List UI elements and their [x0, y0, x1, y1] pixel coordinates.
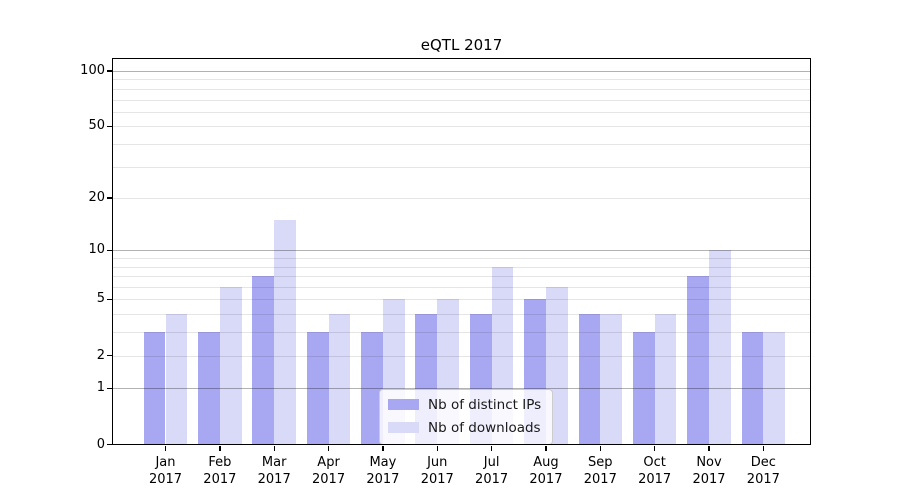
bar-downloads-dec: [763, 332, 786, 445]
x-tick-mark: [219, 446, 221, 451]
major-gridline: [113, 250, 810, 252]
minor-gridline: [113, 332, 810, 334]
y-tick-mark: [106, 249, 112, 252]
chart-title: eQTL 2017: [420, 36, 503, 54]
y-tick-label: 20: [88, 190, 105, 206]
legend-swatch-distinct-ips: [388, 399, 419, 410]
x-tick-label: Jan 2017: [148, 454, 183, 488]
bar-downloads-mar: [274, 220, 296, 445]
x-tick-mark: [490, 446, 493, 451]
bar-distinct-ips-jan: [143, 332, 166, 445]
bar-distinct-ips-dec: [741, 332, 764, 445]
bar-distinct-ips-oct: [632, 332, 655, 445]
bar-distinct-ips-nov: [687, 276, 709, 445]
legend-label-distinct-ips: Nb of distinct IPs: [428, 396, 542, 413]
x-tick-label: Mar 2017: [257, 454, 291, 488]
minor-gridline: [113, 287, 810, 289]
bar-downloads-jan: [165, 314, 188, 445]
legend-label-downloads: Nb of downloads: [428, 419, 541, 436]
y-tick-mark: [106, 298, 112, 301]
bar-distinct-ips-sep: [578, 314, 601, 445]
legend: Nb of distinct IPs Nb of downloads: [379, 388, 554, 445]
major-gridline: [113, 70, 810, 72]
bar-distinct-ips-feb: [198, 332, 220, 445]
y-tick-mark: [106, 354, 112, 357]
minor-gridline: [113, 258, 810, 260]
y-tick-label: 50: [88, 118, 105, 134]
x-tick-label: Sep 2017: [583, 454, 617, 488]
plot-area: Nb of distinct IPs Nb of downloads: [113, 60, 810, 445]
minor-gridline: [113, 88, 810, 90]
minor-gridline: [113, 99, 810, 101]
minor-gridline: [113, 266, 810, 268]
y-tick-label: 100: [80, 62, 105, 78]
x-tick-mark: [327, 446, 330, 451]
y-tick-mark: [106, 70, 112, 72]
minor-gridline: [113, 314, 810, 316]
y-tick-label: 0: [96, 436, 105, 452]
x-tick-mark: [599, 446, 601, 451]
y-tick-mark: [106, 125, 112, 127]
x-tick-label: Aug 2017: [529, 454, 563, 488]
bar-downloads-sep: [600, 314, 623, 445]
bar-downloads-apr: [328, 314, 351, 445]
x-tick-label: Oct 2017: [638, 454, 672, 488]
minor-gridline: [113, 355, 810, 357]
x-tick-label: Jun 2017: [420, 454, 454, 488]
x-tick-mark: [382, 446, 384, 451]
bar-downloads-oct: [654, 314, 677, 445]
y-tick-label: 10: [88, 242, 105, 258]
minor-gridline: [113, 143, 810, 145]
x-tick-label: Dec 2017: [746, 454, 780, 488]
bar-distinct-ips-mar: [252, 276, 275, 445]
x-tick-label: May 2017: [366, 454, 400, 488]
x-tick-label: Feb 2017: [203, 454, 237, 488]
y-tick-label: 2: [96, 347, 105, 363]
x-tick-mark: [762, 446, 765, 451]
y-tick-label: 1: [96, 380, 105, 396]
x-tick-mark: [708, 446, 710, 451]
bar-downloads-feb: [219, 287, 242, 445]
minor-gridline: [113, 111, 810, 113]
y-tick-mark: [106, 387, 112, 390]
legend-item-distinct-ips: Nb of distinct IPs: [388, 396, 541, 414]
minor-gridline: [113, 79, 810, 81]
x-tick-label: Apr 2017: [312, 454, 346, 488]
bar-distinct-ips-may: [361, 332, 383, 445]
y-tick-mark: [106, 197, 112, 199]
bar-downloads-nov: [709, 250, 731, 445]
y-tick-mark: [106, 443, 112, 446]
minor-gridline: [113, 276, 810, 278]
bar-distinct-ips-apr: [306, 332, 329, 445]
x-tick-mark: [545, 446, 547, 451]
x-tick-mark: [273, 446, 275, 451]
x-tick-label: Jul 2017: [475, 454, 509, 488]
x-tick-mark: [436, 446, 438, 451]
x-tick-label: Nov 2017: [692, 454, 726, 488]
x-tick-mark: [653, 446, 656, 451]
legend-swatch-downloads: [388, 422, 419, 433]
minor-gridline: [113, 166, 810, 168]
x-tick-mark: [164, 446, 167, 451]
minor-gridline: [113, 198, 810, 200]
minor-gridline: [113, 299, 810, 301]
legend-item-downloads: Nb of downloads: [388, 419, 541, 437]
y-tick-label: 5: [96, 291, 105, 307]
minor-gridline: [113, 126, 810, 128]
